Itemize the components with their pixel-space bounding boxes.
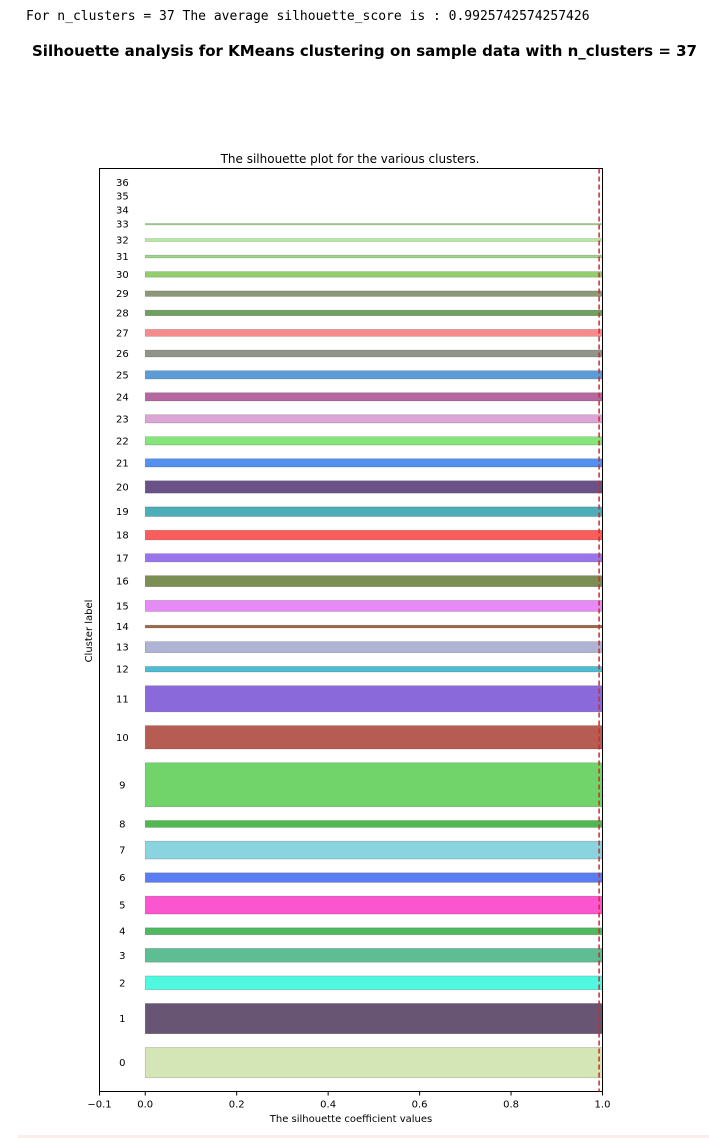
cluster-bar-29 (144, 290, 603, 297)
cluster-label-14: 14 (116, 622, 129, 633)
cluster-label-12: 12 (116, 665, 129, 676)
cluster-bar-5 (144, 895, 603, 915)
cluster-label-4: 4 (119, 927, 125, 938)
cluster-bar-4 (144, 927, 603, 935)
cluster-bar-21 (144, 458, 603, 468)
cluster-label-9: 9 (119, 780, 125, 791)
cluster-bar-27 (144, 329, 603, 337)
x-tick-label: 1.0 (595, 1100, 611, 1111)
cluster-label-6: 6 (119, 873, 125, 884)
cluster-bar-7 (144, 840, 603, 860)
console-output: For n_clusters = 37 The average silhouet… (26, 9, 590, 24)
x-tick-label: 0.4 (320, 1100, 336, 1111)
cluster-bar-3 (144, 948, 603, 963)
bars-group (144, 223, 603, 1079)
cluster-label-16: 16 (116, 577, 129, 588)
cluster-label-13: 13 (116, 643, 129, 654)
cluster-label-31: 31 (116, 252, 129, 263)
cluster-label-32: 32 (116, 236, 129, 247)
cluster-bar-28 (144, 309, 603, 316)
x-tick-label: 0.8 (503, 1100, 519, 1111)
figure-title: Silhouette analysis for KMeans clusterin… (32, 42, 697, 60)
cluster-bar-17 (144, 553, 603, 563)
cluster-label-27: 27 (116, 328, 129, 339)
cluster-bar-20 (144, 480, 603, 494)
cluster-label-34: 34 (116, 205, 129, 216)
cluster-label-19: 19 (116, 507, 129, 518)
cluster-bar-15 (144, 600, 603, 612)
cluster-bar-30 (144, 271, 603, 278)
cluster-label-36: 36 (116, 178, 129, 189)
x-tick-label: 0.6 (412, 1100, 428, 1111)
cluster-bar-6 (144, 872, 603, 883)
y-axis-label: Cluster label (84, 600, 95, 663)
cluster-bar-18 (144, 529, 603, 541)
cluster-bar-25 (144, 370, 603, 380)
cluster-label-24: 24 (116, 392, 129, 403)
cluster-bar-32 (144, 238, 603, 242)
cluster-label-5: 5 (119, 901, 125, 912)
cluster-bar-1 (144, 1003, 603, 1035)
cluster-label-10: 10 (116, 733, 129, 744)
x-tick-label: 0.0 (137, 1100, 153, 1111)
cluster-bar-19 (144, 506, 603, 517)
cluster-bar-24 (144, 392, 603, 402)
cluster-labels-group: 0123456789101112131415161718192021222324… (116, 178, 129, 1069)
plot-title: The silhouette plot for the various clus… (220, 152, 480, 166)
cluster-label-2: 2 (119, 978, 125, 989)
cluster-label-29: 29 (116, 289, 129, 300)
cluster-label-21: 21 (116, 458, 129, 469)
cluster-bar-31 (144, 254, 603, 259)
cluster-label-18: 18 (116, 531, 129, 542)
cluster-label-7: 7 (119, 846, 125, 857)
cluster-bar-11 (144, 685, 603, 713)
cluster-label-23: 23 (116, 414, 129, 425)
cluster-label-22: 22 (116, 436, 129, 447)
cell-divider (18, 1135, 709, 1138)
cluster-label-33: 33 (116, 220, 129, 231)
x-tick-label: −0.1 (87, 1100, 111, 1111)
cluster-bar-33 (144, 223, 603, 226)
cluster-label-11: 11 (116, 694, 129, 705)
cluster-bar-9 (144, 762, 603, 808)
axes-frame (99, 168, 603, 1092)
x-axis-label: The silhouette coefficient values (269, 1114, 433, 1125)
cluster-label-17: 17 (116, 553, 129, 564)
cluster-label-35: 35 (116, 192, 129, 203)
cluster-bar-23 (144, 414, 603, 424)
cluster-label-8: 8 (119, 819, 125, 830)
cluster-bar-8 (144, 820, 603, 828)
cluster-bar-12 (144, 666, 603, 673)
cluster-label-30: 30 (116, 270, 129, 281)
x-ticks-group: −0.1 0.0 0.2 0.4 0.6 0.8 1.0 (87, 1091, 611, 1111)
cluster-bar-22 (144, 436, 603, 446)
cluster-label-0: 0 (119, 1058, 125, 1069)
cluster-label-28: 28 (116, 308, 129, 319)
cluster-label-15: 15 (116, 601, 129, 612)
cluster-bar-0 (144, 1047, 603, 1079)
cluster-bar-2 (144, 975, 603, 991)
cluster-bar-16 (144, 575, 603, 587)
x-tick-label: 0.2 (229, 1100, 245, 1111)
cluster-label-25: 25 (116, 370, 129, 381)
cluster-label-20: 20 (116, 482, 129, 493)
cluster-label-26: 26 (116, 349, 129, 360)
cluster-bar-10 (144, 725, 603, 750)
cluster-bar-14 (144, 624, 603, 629)
cluster-label-1: 1 (119, 1014, 125, 1025)
cluster-bar-13 (144, 641, 603, 653)
cluster-label-3: 3 (119, 951, 125, 962)
cluster-bar-26 (144, 349, 603, 358)
